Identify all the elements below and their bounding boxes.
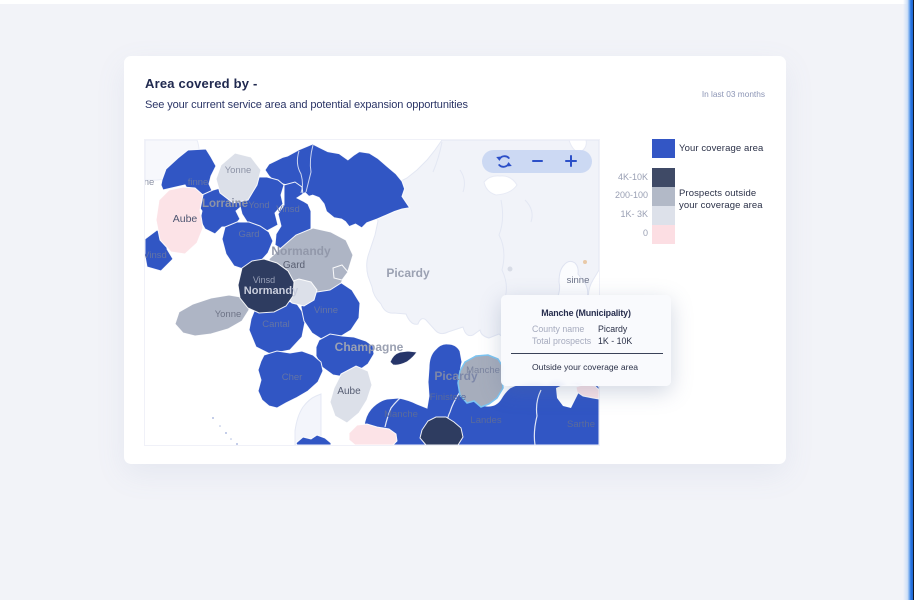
svg-text:Yond: Yond [248,200,269,211]
svg-text:Picardy: Picardy [386,266,430,280]
svg-text:Cher: Cher [282,372,303,383]
svg-text:Yonne: Yonne [215,309,242,320]
svg-text:Manche: Manche [466,365,500,376]
svg-text:ne: ne [145,177,154,188]
svg-text:Gard: Gard [283,260,305,271]
svg-text:Cantal: Cantal [262,319,289,330]
svg-text:Vinsd: Vinsd [276,204,300,215]
svg-text:Picardy: Picardy [434,369,478,383]
svg-text:Manche: Manche [384,409,418,420]
svg-text:Vinsd: Vinsd [253,275,275,285]
svg-text:Aube: Aube [173,213,198,225]
svg-text:Yonne: Yonne [225,165,252,176]
svg-text:sinne: sinne [567,275,590,286]
svg-text:finne: finne [188,177,209,188]
svg-text:Normandy: Normandy [244,285,299,297]
svg-text:Finistere: Finistere [430,392,466,403]
svg-text:Aube: Aube [337,386,361,397]
svg-text:Vinsd: Vinsd [145,250,167,261]
svg-text:Champagne: Champagne [335,340,404,354]
svg-text:Lorraine: Lorraine [202,198,248,210]
svg-text:Normandy: Normandy [271,244,331,258]
svg-text:Vinne: Vinne [314,305,338,316]
svg-text:Sarthe: Sarthe [567,419,595,430]
svg-text:Landes: Landes [470,415,501,426]
svg-text:Gard: Gard [238,229,259,240]
